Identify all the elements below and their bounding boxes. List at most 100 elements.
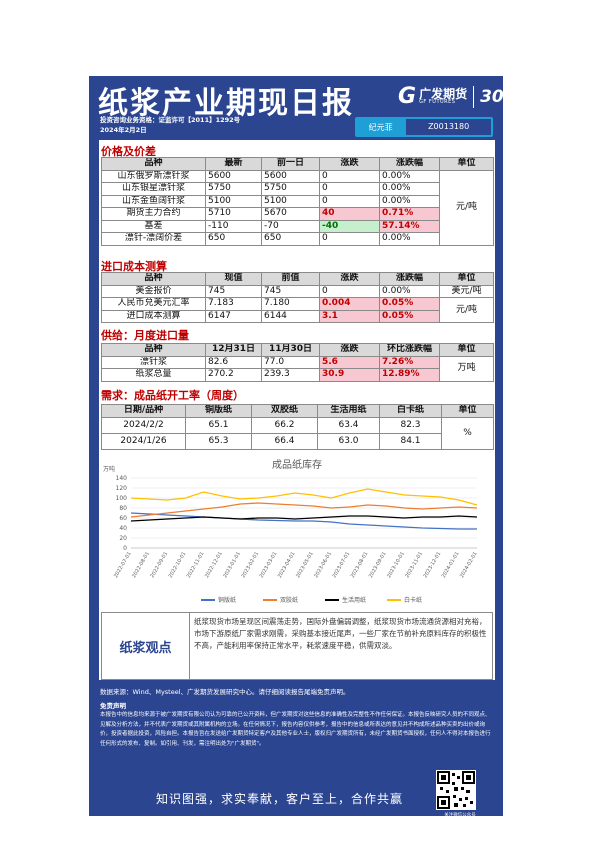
x-tick-label: 2023-03-01 [259,551,279,579]
cell: 山东俄罗斯漂针浆 [101,169,206,183]
cell: 山东银星漂针浆 [101,182,206,196]
cell: 5100 [261,194,320,208]
logo-divider [473,85,475,108]
x-tick-label: 2022-12-01 [204,551,224,579]
x-tick-label: 2023-01-01 [222,551,242,579]
column-header: 品种 [101,157,206,171]
column-header: 现值 [205,272,262,286]
cell: 5100 [205,194,262,208]
legend-label: 生活用纸 [342,596,366,604]
cell: 2024/2/2 [101,416,186,434]
cell-positive: 12.89% [379,368,440,382]
x-tick-label: 2023-09-01 [368,551,388,579]
cell: 5670 [261,207,320,221]
x-tick-label: 2023-10-01 [386,551,406,579]
table-row: 美金报价 745 745 0 0.00% 美元/吨 [101,284,494,298]
company-logo: G 广发期货 GF FUTURES 30 [398,84,504,109]
view-label: 纸浆观点 [102,613,190,679]
unit-cell: 万吨 [439,355,494,382]
cell: 0 [319,169,380,183]
disclaimer-title: 免责声明 [100,702,126,710]
analyst-name: 纪元菲 [368,122,393,132]
y-tick-label: 20 [119,535,127,542]
section-title-demand: 需求：成品纸开工率（周度） [101,389,244,402]
cell-positive: 7.26% [379,355,440,369]
y-tick-label: 60 [119,515,127,522]
x-tick-label: 2024-01-01 [441,551,461,579]
column-header: 涨跌 [319,272,380,286]
cell-positive: 30.9 [319,368,380,382]
column-header: 单位 [439,272,494,286]
unit-cell: 元/吨 [439,169,494,246]
inventory-chart: 成品纸库存 万吨 0 20 40 60 80 100 120 140 2022-07-01 2022-… [101,456,493,610]
cell: 5600 [205,169,262,183]
table-row: 漂针-漂阔价差 650 650 0 0.00% [101,232,494,246]
company-slogan: 知识图强，求实奉献，客户至上，合作共赢 [156,792,404,806]
cell: 63.0 [317,432,380,450]
cell: 650 [205,232,262,246]
table-row: 基差 -110 -70 -40 57.14% [101,219,494,233]
unit-cell: 元/吨 [439,297,494,323]
cell: 美金报价 [101,284,206,298]
table-row: 纸浆总量 270.2 239.3 30.9 12.89% [101,368,494,382]
cell: 84.1 [379,432,442,450]
table-row: 山东银星漂针浆 5750 5750 0 0.00% [101,182,494,196]
section-title-supply: 供给：月度进口量 [101,329,189,342]
y-tick-label: 140 [116,475,128,482]
series-line [130,515,478,522]
cell: -70 [261,219,320,233]
column-header: 生活用纸 [317,404,380,418]
supply-table: 品种 12月31日 11月30日 涨跌 环比涨跌幅 单位 漂针浆 82.6 77… [101,343,494,382]
column-header: 涨跌 [319,343,380,357]
unit-cell: 美元/吨 [439,284,494,298]
column-header: 环比涨跌幅 [379,343,440,357]
column-header: 12月31日 [205,343,262,357]
pulp-view-box: 纸浆观点 纸浆现货市场呈现区间震荡走势，国际外盘偏弱调整，纸浆现货市场流通货源相… [101,612,493,680]
y-axis-label: 万吨 [103,465,115,473]
report-title: 纸浆产业期现日报 [98,86,354,121]
x-tick-label: 2023-12-01 [423,551,443,579]
x-tick-label: 2022-08-01 [131,551,151,579]
x-tick-label: 2022-07-01 [113,551,133,579]
view-text: 纸浆现货市场呈现区间震荡走势，国际外盘偏弱调整，纸浆现货市场流通货源相对充裕，市… [194,617,487,650]
license-text: 投资咨询业务资格：证监许可【2011】1292号 [100,116,241,124]
cell-positive: 3.1 [319,309,380,323]
table-row: 漂针浆 82.6 77.0 5.6 7.26% 万吨 [101,355,494,382]
qr-caption: 关注微信公众号 [444,813,476,818]
cell: 65.1 [185,416,252,434]
cell: 6144 [261,309,320,323]
table-row: 2024/1/26 65.3 66.4 63.0 84.1 [101,432,494,450]
table-row: 进口成本测算 6147 6144 3.1 0.05% [101,309,494,323]
cell: 7.183 [205,297,262,311]
column-header: 最新 [205,157,262,171]
column-header: 前一日 [261,157,320,171]
series-line [130,502,478,518]
column-header: 单位 [439,157,494,171]
disclaimer-text: 本报告中的信息均来源于被广发期货有限公司认为可靠的已公开资料，但广发期货对这些信… [100,712,491,747]
cell: 0 [319,284,380,298]
cell: 82.3 [379,416,442,434]
cell: 漂针-漂阔价差 [101,232,206,246]
cell-positive: 0.71% [379,207,440,221]
y-tick-label: 40 [119,525,127,532]
qr-code-icon [436,770,476,810]
anniversary-badge: 30 [480,86,504,107]
cell: 66.2 [251,416,318,434]
cell: 0.00% [379,169,440,183]
cell: 0.00% [379,194,440,208]
cell-positive: 0.05% [379,309,440,323]
section-title-import-cost: 进口成本测算 [101,260,167,273]
logo-mark-icon: G [398,84,417,109]
cell-negative: -40 [319,219,380,233]
column-header: 品种 [101,343,206,357]
cell: 基差 [101,219,206,233]
x-tick-label: 2023-07-01 [332,551,352,579]
x-tick-label: 2023-04-01 [277,551,297,579]
x-tick-label: 2022-10-01 [168,551,188,579]
data-source: 数据来源：Wind、Mysteel、广发期货发展研究中心。请仔细阅读报告尾端免责… [100,688,350,696]
cell: 0 [319,194,380,208]
analyst-id: Z0013180 [406,119,491,135]
x-tick-label: 2023-02-01 [240,551,260,579]
cell: 66.4 [251,432,318,450]
column-header: 前值 [261,272,320,286]
